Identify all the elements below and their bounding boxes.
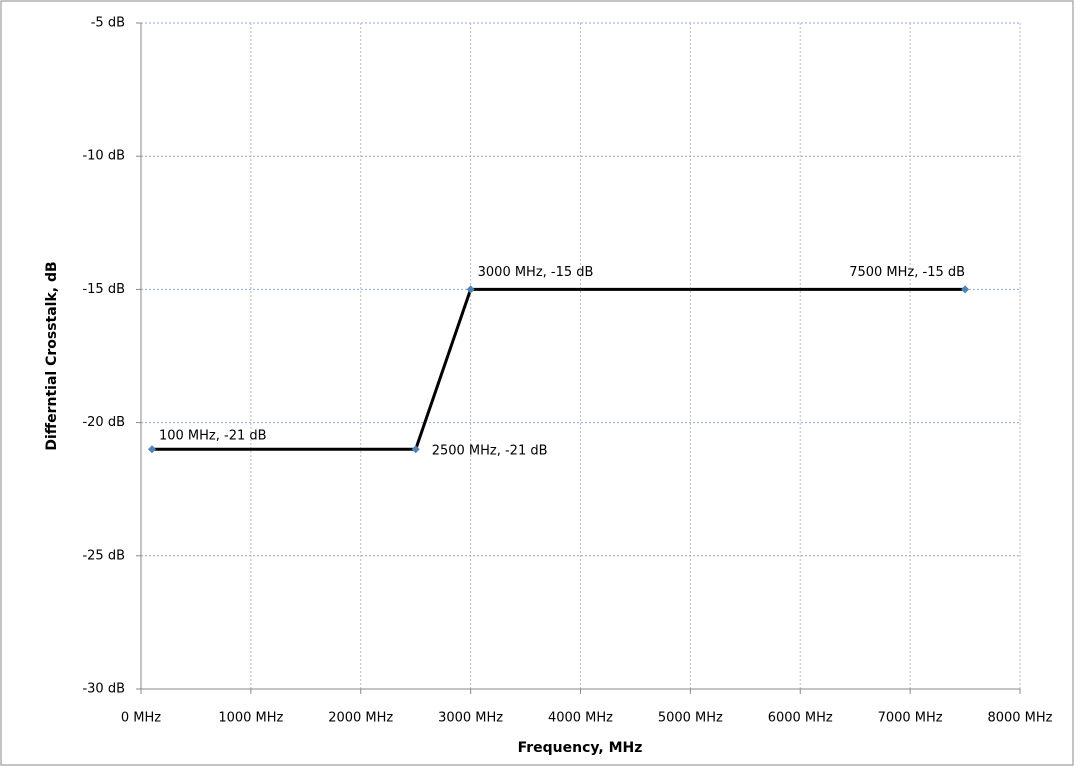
y-tick-label: -5 dB (91, 16, 125, 31)
data-label: 3000 MHz, -15 dB (478, 265, 594, 280)
marker (411, 445, 420, 454)
x-tick-label: 0 MHz (121, 711, 161, 726)
data-label: 100 MHz, -21 dB (159, 429, 267, 444)
x-tick-label: 7000 MHz (878, 711, 943, 726)
y-tick-label: -10 dB (82, 149, 125, 164)
x-tick-label: 3000 MHz (438, 711, 503, 726)
data-label: 7500 MHz, -15 dB (849, 265, 965, 280)
marker (466, 285, 475, 294)
x-tick-label: 6000 MHz (768, 711, 833, 726)
data-label: 2500 MHz, -21 dB (432, 444, 548, 459)
x-tick-label: 8000 MHz (987, 711, 1052, 726)
y-tick-label: -25 dB (82, 548, 125, 563)
x-tick-label: 4000 MHz (548, 711, 613, 726)
y-tick-label: -20 dB (82, 415, 125, 430)
y-tick-label: -30 dB (82, 682, 125, 697)
x-tick-label: 2000 MHz (328, 711, 393, 726)
x-axis-title: Frequency, MHz (518, 740, 643, 756)
marker (147, 445, 156, 454)
x-tick-label: 1000 MHz (218, 711, 283, 726)
y-axis-title: Differntial Crosstalk, dB (44, 261, 60, 450)
marker (961, 285, 970, 294)
x-tick-label: 5000 MHz (658, 711, 723, 726)
y-tick-label: -15 dB (82, 282, 125, 297)
line (151, 287, 966, 451)
